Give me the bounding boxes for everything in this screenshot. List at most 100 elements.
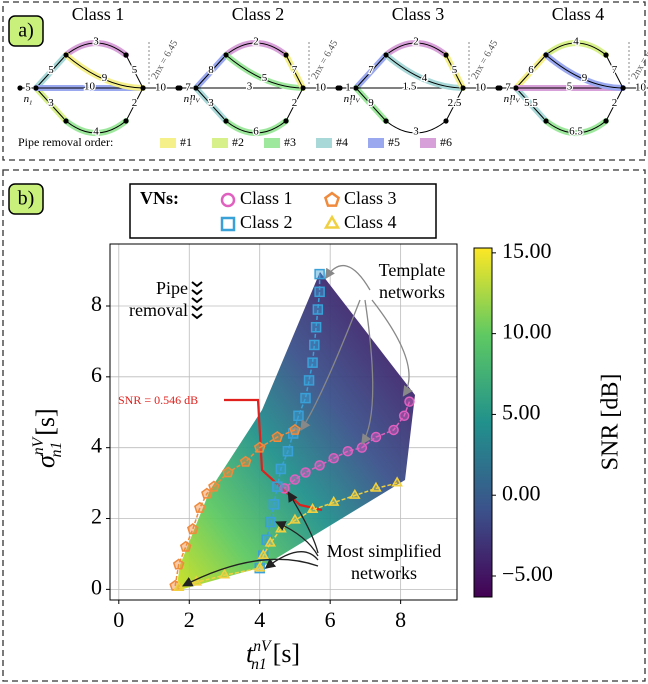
edge — [225, 120, 287, 134]
panel-label: a) — [18, 20, 34, 42]
data-point — [289, 513, 301, 524]
removal-swatch — [212, 138, 228, 148]
data-point — [349, 488, 361, 499]
colorbar-tick-label: 5.00 — [502, 399, 541, 424]
class-title: Class 2 — [232, 4, 285, 24]
node — [620, 85, 626, 91]
y-axis-label-sub: n1 — [48, 442, 65, 458]
data-point — [328, 453, 339, 464]
sink-label-base: n — [350, 91, 356, 103]
legend-label: Class 3 — [344, 188, 397, 208]
edge-label: 9 — [368, 97, 374, 109]
annotation-arrow — [300, 299, 361, 432]
legend-label: Class 4 — [344, 212, 397, 232]
data-point — [391, 476, 403, 487]
source-label-base: n — [344, 93, 350, 105]
chevron — [191, 297, 203, 304]
colorbar-label: SNR [dB] — [598, 374, 624, 471]
source-label: n1 — [344, 93, 353, 106]
node — [33, 85, 39, 91]
node — [283, 118, 289, 124]
annotation-arrow — [182, 558, 319, 587]
annotation: networks — [379, 282, 445, 302]
annotation-arrow — [275, 521, 319, 557]
source-label-base: n — [24, 93, 30, 105]
colorbar-tick-label: 10.00 — [502, 319, 552, 344]
chevron — [191, 305, 203, 312]
legend-label: Class 1 — [240, 188, 293, 208]
panel-label: b) — [18, 188, 35, 210]
data-point — [289, 423, 301, 435]
source-label-sub: 1 — [29, 99, 32, 106]
x-tick-label: 2 — [184, 607, 195, 632]
removal-item: #5 — [388, 135, 400, 149]
edge-label: 3 — [247, 81, 253, 93]
edge — [385, 42, 447, 56]
data-point — [293, 410, 304, 422]
data-point — [265, 516, 276, 528]
edge-label: 1.5 — [403, 81, 417, 93]
data-point — [312, 304, 324, 315]
x-tick-label: 0 — [113, 607, 124, 632]
panel-badge — [8, 183, 44, 215]
annotation: Template — [379, 260, 446, 280]
data-point — [222, 466, 234, 478]
source-label: n1 — [24, 93, 33, 106]
sink-label: nV — [190, 91, 201, 104]
y-axis-label-unit: [s] — [31, 408, 60, 435]
edge-label: 9 — [102, 72, 108, 84]
node — [543, 118, 549, 124]
x-axis-label-sub: n1 — [251, 656, 267, 673]
edge-label: 7 — [612, 64, 618, 76]
node — [283, 52, 289, 58]
sink-label: nV — [350, 91, 361, 104]
data-point — [306, 502, 319, 514]
removal-swatch — [368, 138, 384, 148]
data-point — [208, 480, 220, 492]
removal-swatch — [160, 138, 176, 148]
edge — [605, 87, 624, 122]
annotation: networks — [351, 563, 417, 583]
node — [123, 52, 129, 58]
edge-label: 2 — [612, 97, 618, 109]
edge-label: 6.5 — [569, 126, 583, 138]
edge-label: 5 — [132, 64, 138, 76]
x-axis-label-base: t — [246, 639, 254, 668]
data-point — [172, 580, 185, 591]
node — [193, 85, 199, 91]
y-axis-label-base: σ — [31, 454, 60, 468]
node — [123, 118, 129, 124]
data-point — [404, 396, 415, 407]
node — [497, 85, 503, 91]
edge-label: 10 — [155, 82, 167, 94]
data-point — [356, 442, 368, 453]
legend-title: VNs: — [140, 188, 179, 208]
colorbar-tick-label: 0.00 — [502, 480, 541, 505]
data-point — [186, 523, 199, 535]
removal-swatch — [264, 138, 280, 148]
data-point — [327, 495, 340, 506]
data-point — [300, 467, 311, 478]
edge-label: 3 — [208, 97, 214, 109]
node — [383, 52, 389, 58]
data-point — [310, 321, 322, 333]
chevron — [191, 281, 203, 288]
edge — [445, 87, 464, 122]
x-axis-label-sup: nV — [253, 637, 273, 654]
data-point — [271, 430, 284, 442]
y-tick-label: 6 — [91, 362, 102, 387]
edge — [355, 87, 387, 122]
edge-label: 5 — [262, 72, 268, 84]
legend-marker — [220, 192, 236, 208]
edge-label: 2 — [253, 36, 259, 48]
node — [300, 85, 306, 91]
data-point — [253, 441, 266, 453]
legend-label: Class 2 — [240, 212, 293, 232]
node — [223, 118, 229, 124]
edge-label: 5 — [48, 64, 54, 76]
node — [223, 52, 229, 58]
node — [543, 52, 549, 58]
data-point — [201, 487, 213, 499]
sink-label-base: n — [190, 91, 196, 103]
data-point — [309, 339, 320, 351]
